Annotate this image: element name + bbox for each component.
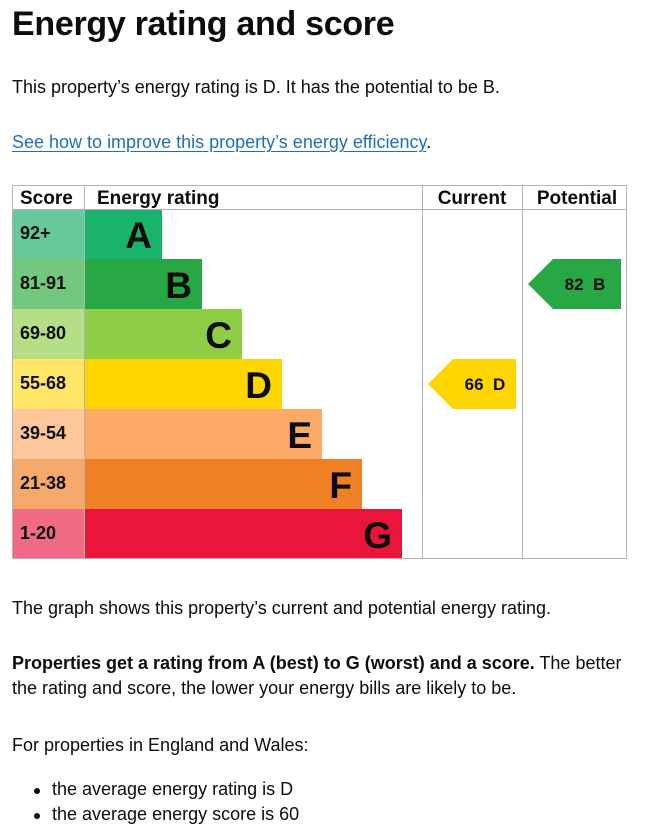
- band-bar-c: [84, 309, 242, 359]
- band-bar-a: [84, 209, 162, 259]
- band-letter-a: A: [125, 215, 152, 256]
- band-bar-b: [84, 259, 202, 309]
- chart-headers: Score Energy rating Current Potential: [20, 188, 617, 209]
- rating-info-text: Properties get a rating from A (best) to…: [12, 651, 637, 701]
- score-cell-a: [12, 209, 84, 259]
- average-list: the average energy rating is D the avera…: [12, 777, 299, 827]
- energy-rating-column-header: Energy rating: [97, 188, 219, 209]
- average-score-item: the average energy score is 60: [12, 802, 299, 827]
- band-letter-e: E: [287, 415, 312, 456]
- rating-info-rest: The better the rating and score, the low…: [12, 653, 622, 698]
- score-label-a: 92+: [20, 223, 51, 243]
- page-title: Energy rating and score: [12, 5, 395, 43]
- band-bar-d: [84, 359, 282, 409]
- score-label-c: 69-80: [20, 323, 66, 343]
- score-cell-d: [12, 359, 84, 409]
- band-letter-d: D: [245, 365, 272, 406]
- score-column-header: Score: [20, 188, 73, 209]
- improve-link-paragraph: See how to improve this property’s energ…: [12, 130, 431, 155]
- band-letter-f: F: [329, 465, 352, 506]
- score-label-g: 1-20: [20, 523, 56, 543]
- score-label-e: 39-54: [20, 423, 66, 443]
- current-column-header: Current: [438, 188, 507, 209]
- score-label-b: 81-91: [20, 273, 66, 293]
- score-cell-c: [12, 309, 84, 359]
- link-suffix: .: [426, 132, 432, 152]
- energy-rating-chart: 92+ A81-91 B69-80 C55-68 D39-54 E21-38 F1-20 G …: [12, 185, 627, 559]
- potential-rating-arrow: [528, 259, 621, 309]
- band-bar-f: [84, 459, 362, 509]
- score-cell-e: [12, 409, 84, 459]
- chart-pointers: 66 D 82 B: [428, 259, 621, 409]
- score-label-f: 21-38: [20, 473, 66, 493]
- band-bar-e: [84, 409, 322, 459]
- band-letter-b: B: [165, 265, 192, 306]
- potential-column-header: Potential: [537, 188, 617, 209]
- rating-info-bold: Properties get a rating from A (best) to…: [12, 653, 535, 673]
- score-cell-b: [12, 259, 84, 309]
- improve-efficiency-link[interactable]: See how to improve this property’s energ…: [12, 132, 427, 152]
- score-label-d: 55-68: [20, 373, 66, 393]
- potential-rating-label: 82 B: [565, 275, 606, 294]
- chart-grid: [12, 185, 627, 559]
- band-bar-g: [84, 509, 402, 559]
- score-cell-f: [12, 459, 84, 509]
- band-letter-g: G: [363, 515, 392, 556]
- chart-bands: 92+ A 81-91 B 69-80 C 55-68 D 39-54 E 21-38 F 1-20 G: [12, 209, 402, 559]
- score-cell-g: [12, 509, 84, 559]
- current-rating-arrow: [428, 359, 516, 409]
- graph-description: The graph shows this property’s current …: [12, 598, 551, 618]
- average-intro-text: For properties in England and Wales:: [12, 735, 309, 755]
- average-rating-item: the average energy rating is D: [12, 777, 299, 802]
- current-rating-label: 66 D: [465, 375, 506, 394]
- chart-border: [12, 185, 627, 559]
- rating-intro-text: This property’s energy rating is D. It h…: [12, 77, 500, 97]
- band-letter-c: C: [205, 315, 232, 356]
